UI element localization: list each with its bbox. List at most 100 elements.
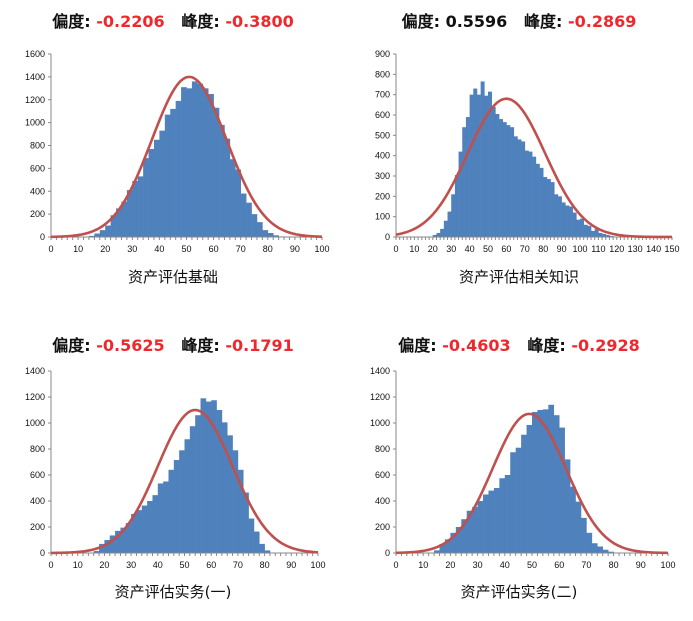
skew-label: 偏度: xyxy=(52,336,91,355)
x-tick-label: 80 xyxy=(260,560,270,570)
kurt-value: -0.1791 xyxy=(225,336,294,355)
histogram-bar xyxy=(598,232,603,237)
x-tick-label: 10 xyxy=(73,560,83,570)
x-tick-label: 110 xyxy=(591,244,605,254)
histogram-bar xyxy=(557,196,562,237)
histogram-bar xyxy=(235,169,241,237)
y-tick-label: 1600 xyxy=(25,49,45,59)
x-tick-label: 40 xyxy=(154,244,164,254)
x-tick-label: 100 xyxy=(572,244,587,254)
x-tick-label: 100 xyxy=(660,560,675,570)
y-tick-label: 200 xyxy=(375,191,390,201)
histogram-bar xyxy=(473,88,478,237)
histogram-bar xyxy=(173,460,180,553)
y-tick-label: 700 xyxy=(375,90,390,100)
histogram-bar xyxy=(148,148,155,237)
histogram-bar xyxy=(229,159,236,237)
histogram-bar xyxy=(576,219,581,237)
histogram-bar xyxy=(483,494,489,553)
y-tick-label: 600 xyxy=(375,470,390,480)
histogram-bar xyxy=(454,174,459,237)
histogram-bar xyxy=(565,205,570,237)
histogram-bar xyxy=(186,88,193,237)
histogram-bar xyxy=(532,411,538,553)
x-tick-label: 60 xyxy=(209,244,219,254)
histogram-bar xyxy=(175,100,182,237)
y-tick-label: 200 xyxy=(30,522,45,532)
histogram-bar xyxy=(493,488,500,553)
y-tick-label: 1200 xyxy=(25,95,45,105)
skew-value: -0.4603 xyxy=(442,336,511,355)
histogram-bar xyxy=(572,212,577,237)
chart-title: 偏度: -0.5625 峰度: -0.1791 xyxy=(0,332,346,356)
histogram-bar xyxy=(116,208,122,237)
histogram-bar xyxy=(147,501,153,553)
x-tick-label: 10 xyxy=(73,244,83,254)
histogram-bar xyxy=(532,156,537,237)
histogram-bar xyxy=(608,551,614,553)
histogram-bar xyxy=(591,543,598,553)
histogram-bar xyxy=(462,127,467,237)
histogram-bar xyxy=(189,426,196,553)
x-tick-label: 100 xyxy=(310,560,325,570)
histogram-bar xyxy=(227,435,233,553)
x-tick-label: 30 xyxy=(126,560,136,570)
histogram-bar xyxy=(200,398,207,553)
histogram-plot: 0 100 200 300 400 500 600 700 800 900 0 10 20 30 40 50 6… xyxy=(375,49,680,254)
histogram-bar xyxy=(191,81,198,237)
y-tick-label: 1200 xyxy=(25,392,45,402)
histogram-bar xyxy=(465,117,470,237)
x-tick-label: 0 xyxy=(48,244,53,254)
histogram-bar xyxy=(157,483,164,553)
histogram-bar xyxy=(602,233,607,237)
x-tick-label: 30 xyxy=(473,560,483,570)
y-tick-label: 400 xyxy=(375,151,390,161)
y-tick-label: 1400 xyxy=(370,366,390,376)
histogram-bar xyxy=(502,122,507,237)
y-tick-label: 800 xyxy=(375,69,390,79)
y-tick-label: 600 xyxy=(375,110,390,120)
histogram-bar xyxy=(99,230,106,237)
skew-label: 偏度: xyxy=(401,12,440,31)
histogram-bar xyxy=(211,400,217,553)
histogram-bar xyxy=(455,527,462,553)
x-axis-label: 资产评估基础 xyxy=(127,268,218,286)
histogram-bar xyxy=(104,540,111,553)
histogram-bar xyxy=(105,225,111,237)
x-tick-label: 70 xyxy=(236,244,246,254)
histogram-bar xyxy=(136,510,143,553)
histogram-bar xyxy=(568,206,573,237)
y-tick-label: 400 xyxy=(30,186,45,196)
histogram-bar xyxy=(580,218,584,237)
histogram-bar xyxy=(575,501,582,553)
x-tick-label: 60 xyxy=(206,560,216,570)
skew-value: -0.5625 xyxy=(96,336,165,355)
kurt-value: -0.2928 xyxy=(571,336,640,355)
y-tick-label: 900 xyxy=(375,49,390,59)
histogram-bar xyxy=(208,94,214,237)
histogram-bar xyxy=(184,439,191,553)
chart-panel-3: 偏度: -0.5625 峰度: -0.1791 0 200 400 600 800 100… xyxy=(0,316,346,621)
y-tick-label: 0 xyxy=(385,232,390,242)
histogram-bar xyxy=(232,450,239,553)
x-tick-label: 60 xyxy=(501,244,511,254)
x-tick-label: 30 xyxy=(446,244,456,254)
kurt-label: 峰度: xyxy=(527,336,566,355)
histogram-bar xyxy=(570,486,576,553)
x-tick-label: 40 xyxy=(153,560,163,570)
histogram-bar xyxy=(88,235,95,237)
histogram-bar xyxy=(141,505,148,553)
y-tick-label: 1400 xyxy=(25,72,45,82)
histogram-bar xyxy=(440,228,445,237)
histogram-bar xyxy=(605,234,610,237)
kurt-label: 峰度: xyxy=(181,336,220,355)
histogram-bar xyxy=(434,550,440,553)
x-tick-label: 80 xyxy=(263,244,273,254)
histogram-bar xyxy=(143,158,149,237)
chart-title: 偏度: -0.4603 峰度: -0.2928 xyxy=(346,332,692,356)
histogram-bar xyxy=(99,543,105,553)
histogram-bar xyxy=(524,150,529,237)
histogram-bar xyxy=(591,230,596,237)
y-tick-label: 1000 xyxy=(25,418,45,428)
histogram-bar xyxy=(248,518,255,553)
